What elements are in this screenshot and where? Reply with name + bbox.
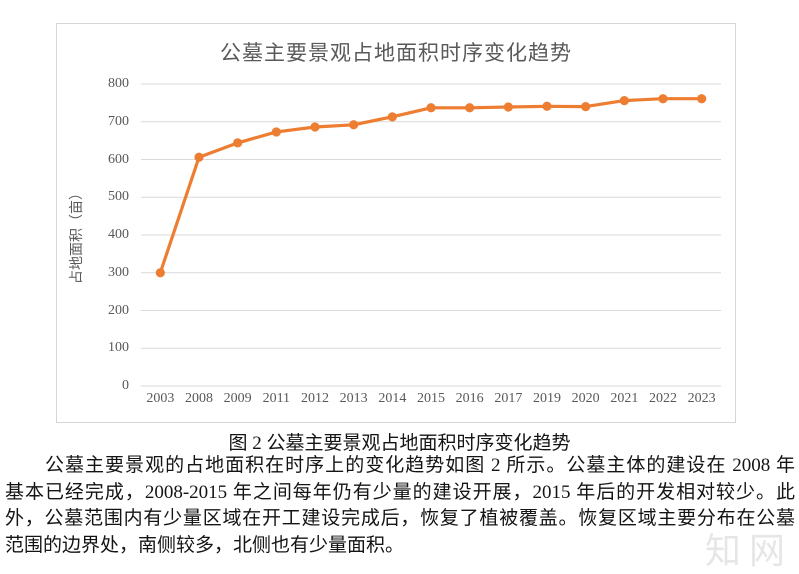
- data-point: [542, 101, 552, 111]
- data-point: [387, 112, 397, 122]
- data-point: [310, 122, 320, 132]
- data-point: [503, 102, 513, 112]
- body-line: 基本已经完成，2008-2015 年之间每年仍有少量的建设开展，2015 年后的…: [5, 481, 795, 503]
- data-point: [697, 94, 707, 104]
- y-tick-label: 400: [108, 227, 129, 242]
- body-line: 范围的边界处，南侧较多，北侧也有少量面积。: [5, 534, 405, 556]
- figure-chart: 公墓主要景观占地面积时序变化趋势 占地面积（亩） 0 100 200 300 400 50…: [56, 23, 736, 423]
- y-tick-label: 0: [122, 378, 129, 393]
- x-tick-label: 2017: [494, 391, 523, 406]
- data-point: [581, 102, 591, 112]
- x-tick-label: 2022: [648, 391, 677, 406]
- y-tick-label: 100: [108, 340, 129, 356]
- x-tick-label: 2014: [378, 391, 407, 406]
- x-tick-label: 2013: [339, 391, 368, 406]
- body-line: 公墓主要景观的占地面积在时序上的变化趋势如图 2 所示。公墓主体的建设在 200…: [45, 455, 795, 476]
- data-point: [349, 120, 359, 130]
- data-point: [619, 96, 629, 106]
- x-tick-label: 2009: [223, 391, 252, 406]
- data-point: [194, 152, 204, 162]
- x-tick-label: 2019: [532, 391, 561, 406]
- y-tick-label: 200: [108, 302, 129, 318]
- y-tick-label: 800: [108, 76, 129, 91]
- data-point: [271, 127, 281, 137]
- x-tick-label: 2023: [687, 391, 716, 406]
- x-tick-label: 2016: [455, 391, 484, 406]
- x-tick-label: 2020: [571, 391, 600, 406]
- data-point: [426, 103, 436, 113]
- y-tick-label: 300: [108, 264, 129, 280]
- chart-title: 公墓主要景观占地面积时序变化趋势: [220, 42, 572, 65]
- data-point: [465, 103, 475, 113]
- data-line: [158, 97, 702, 274]
- y-tick-label: 700: [108, 113, 129, 129]
- body-paragraph: 公墓主要景观的占地面积在时序上的变化趋势如图 2 所示。公墓主体的建设在 200…: [5, 453, 795, 559]
- line-plot: [141, 83, 721, 387]
- data-point: [658, 94, 668, 104]
- x-tick-label: 2012: [300, 391, 329, 406]
- body-line: 外，公墓范围内有少量区域在开工建设完成后，恢复了植被覆盖。恢复区域主要分布在公墓: [5, 508, 795, 530]
- y-tick-label: 500: [108, 189, 129, 205]
- data-point: [233, 138, 243, 148]
- data-point: [155, 268, 165, 278]
- watermark: 知网: [704, 530, 793, 571]
- x-tick-label: 2021: [610, 391, 639, 406]
- figure-caption: 图 2 公墓主要景观占地面积时序变化趋势: [228, 433, 571, 454]
- y-tick-label: 600: [108, 151, 129, 167]
- x-tick-label: 2008: [184, 391, 213, 406]
- x-tick-label: 2015: [416, 391, 445, 406]
- x-tick-label: 2011: [262, 391, 291, 406]
- x-tick-label: 2003: [146, 391, 175, 406]
